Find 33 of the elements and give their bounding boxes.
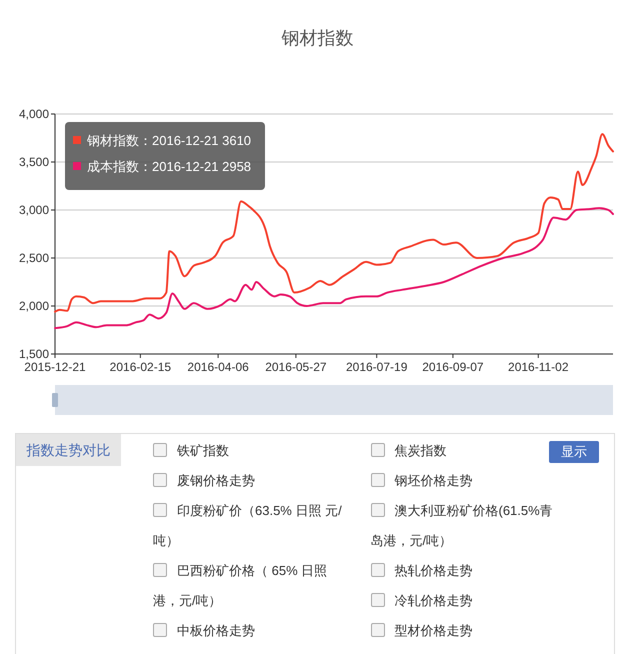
y-tick-label: 2,500 bbox=[18, 251, 50, 265]
y-tick-label: 4,000 bbox=[18, 107, 50, 121]
text: 钢坯价格走势 bbox=[394, 472, 474, 490]
annotation: ：2016-12-21 2958 bbox=[139, 159, 252, 174]
legend-label: 钢材指数 bbox=[87, 133, 139, 148]
x-tick-label: 2016-07-19 bbox=[346, 360, 408, 374]
x-tick-label: 2016-02-15 bbox=[110, 360, 172, 374]
x-tick-label: 2016-11-02 bbox=[508, 360, 569, 374]
annotation: ：2016-12-21 3610 bbox=[139, 133, 252, 148]
y-tick-label: 1,500 bbox=[18, 347, 50, 361]
text: 铁矿指数 bbox=[176, 442, 230, 460]
button: 显示 bbox=[549, 441, 599, 463]
line-series bbox=[54, 207, 614, 330]
y-tick-label: 3,500 bbox=[18, 155, 50, 169]
text: 焦炭指数 bbox=[394, 443, 446, 458]
text: 冷轧价格走势 bbox=[394, 592, 474, 610]
line-series bbox=[54, 133, 614, 313]
y-tick-label: 2,000 bbox=[18, 299, 50, 313]
x-tick-label: 2016-05-27 bbox=[265, 360, 327, 374]
text: 澳大利亚粉矿价格(61.5%青岛港，元/吨） bbox=[370, 502, 554, 550]
x-tick-label: 2015-12-21 bbox=[24, 360, 86, 374]
chart-title: 钢材指数 bbox=[280, 28, 354, 48]
legend-label: 成本指数 bbox=[87, 159, 139, 174]
text: 指数走势对比 bbox=[16, 434, 121, 466]
text: 型材价格走势 bbox=[394, 622, 474, 640]
text: 巴西粉矿价格（ 65% 日照港，元/吨） bbox=[153, 562, 328, 610]
y-tick-label: 3,000 bbox=[18, 203, 50, 217]
text: 中板价格走势 bbox=[176, 622, 256, 640]
x-tick-label: 2016-04-06 bbox=[187, 360, 250, 374]
text: 废钢价格走势 bbox=[176, 472, 256, 490]
x-tick-label: 2016-09-07 bbox=[422, 360, 484, 374]
text: 印度粉矿价（63.5% 日照 元/吨） bbox=[153, 502, 343, 550]
text: 热轧价格走势 bbox=[394, 562, 474, 580]
